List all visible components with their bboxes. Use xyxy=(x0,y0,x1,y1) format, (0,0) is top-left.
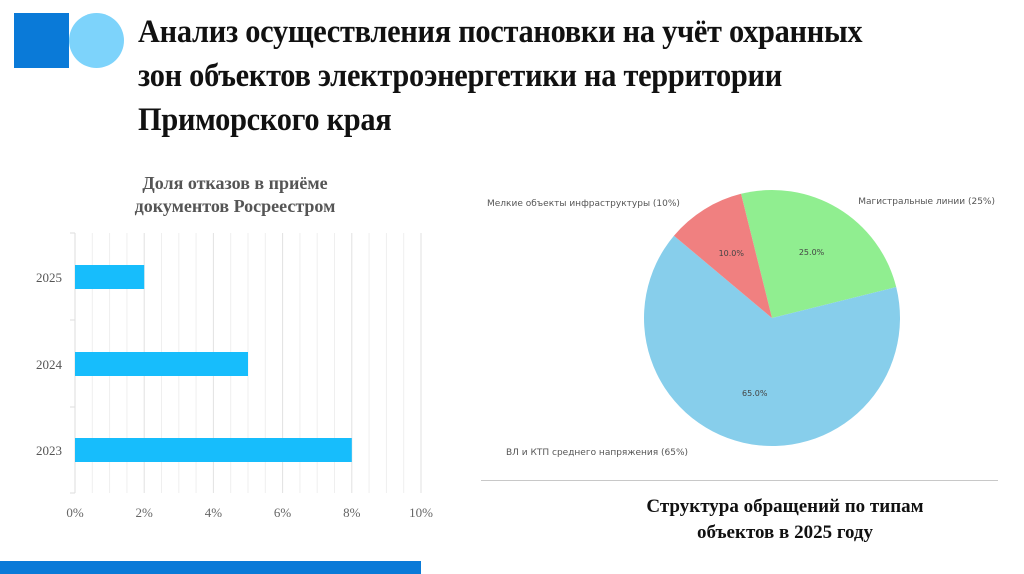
pie-slice xyxy=(741,190,897,318)
x-tick-label: 8% xyxy=(343,505,361,520)
pie-chart-caption: Структура обращений по типам объектов в … xyxy=(646,496,924,543)
y-tick-label: 2023 xyxy=(36,443,62,458)
x-tick-label: 0% xyxy=(66,505,84,520)
divider xyxy=(481,480,998,481)
pie-chart: 25.0% Магистральные линии (25%) 65.0% ВЛ и … xyxy=(470,180,1020,475)
y-tick-label: 2024 xyxy=(36,357,63,372)
x-tick-label: 4% xyxy=(205,505,223,520)
pie-slice xyxy=(673,193,772,318)
pie-category-label: Мелкие объекты инфраструктуры (10%) xyxy=(487,199,680,209)
bar-2025 xyxy=(75,265,145,289)
pie-category-label: ВЛ и КТП среднего напряжения (65%) xyxy=(506,448,688,458)
bar-2023 xyxy=(75,438,352,462)
bar-chart-title: Доля отказов в приёме документов Росреес… xyxy=(134,173,336,216)
y-tick-label: 2025 xyxy=(36,270,62,285)
pie-chart-plot: 25.0% Магистральные линии (25%) 65.0% ВЛ и … xyxy=(487,190,995,458)
x-tick-label: 2% xyxy=(136,505,154,520)
bar-chart: 2025 2024 2023 0% 2% 4% 6% 8% 10% xyxy=(0,228,450,533)
logo-square xyxy=(14,13,69,68)
slide-title: Анализ осуществления постановки на учёт … xyxy=(138,14,863,138)
x-tick-label: 6% xyxy=(274,505,292,520)
pie-slice xyxy=(644,235,900,446)
logo-circle xyxy=(69,13,124,68)
pie-value-label: 65.0% xyxy=(742,389,768,398)
pie-category-label: Магистральные линии (25%) xyxy=(858,197,995,207)
pie-value-label: 25.0% xyxy=(799,248,825,257)
bottom-accent-bar xyxy=(0,561,421,574)
pie-value-label: 10.0% xyxy=(719,249,745,258)
x-tick-label: 10% xyxy=(409,505,433,520)
bar-2024 xyxy=(75,352,248,376)
bar-chart-plot: 2025 2024 2023 0% 2% 4% 6% 8% 10% xyxy=(36,232,433,520)
